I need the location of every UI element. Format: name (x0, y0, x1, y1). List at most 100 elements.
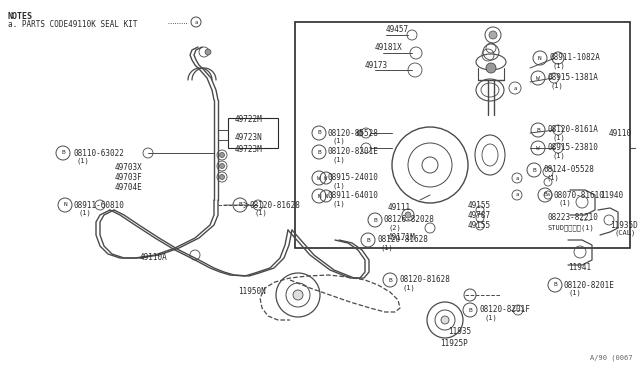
Text: 08223-82210: 08223-82210 (548, 214, 599, 222)
Circle shape (205, 49, 211, 55)
Text: W: W (324, 176, 328, 180)
Text: 11935D: 11935D (610, 221, 637, 230)
Text: (2): (2) (388, 225, 401, 231)
Text: 49704E: 49704E (115, 183, 143, 192)
Text: (1): (1) (568, 290, 580, 296)
Text: B: B (536, 128, 540, 132)
Text: 11925P: 11925P (440, 339, 468, 347)
Text: 49703F: 49703F (115, 173, 143, 183)
Text: 08120-8201F: 08120-8201F (480, 305, 531, 314)
Text: 49173: 49173 (365, 61, 388, 71)
Text: 11940: 11940 (600, 190, 623, 199)
Text: N: N (317, 193, 321, 199)
Text: (1): (1) (553, 63, 566, 69)
Text: 08911-64010: 08911-64010 (328, 192, 379, 201)
Text: 08915-1381A: 08915-1381A (547, 74, 598, 83)
Text: W: W (536, 76, 540, 80)
Circle shape (220, 174, 225, 180)
Text: (1): (1) (332, 201, 345, 207)
Text: W: W (317, 176, 321, 180)
Text: 11935: 11935 (448, 327, 471, 337)
Text: N: N (538, 55, 542, 61)
Bar (295, 22, 630, 248)
Text: (1): (1) (254, 210, 267, 216)
Text: B: B (388, 278, 392, 282)
Text: 11950N: 11950N (238, 288, 266, 296)
Text: B: B (543, 192, 547, 198)
Text: (CAL): (CAL) (614, 230, 636, 236)
Text: 49703X: 49703X (115, 164, 143, 173)
Text: 08120-81628: 08120-81628 (399, 276, 450, 285)
Text: a: a (513, 86, 516, 90)
Text: W: W (536, 145, 540, 151)
Circle shape (486, 63, 496, 73)
Text: 49722M: 49722M (235, 115, 263, 125)
Text: 08120-81628: 08120-81628 (377, 235, 428, 244)
Text: (1): (1) (484, 315, 497, 321)
Text: NOTES: NOTES (8, 12, 33, 21)
Text: (1): (1) (78, 210, 91, 216)
Text: 08070-81610: 08070-81610 (554, 190, 605, 199)
Text: B: B (317, 131, 321, 135)
Text: 49110: 49110 (609, 128, 632, 138)
Text: 08126-82028: 08126-82028 (384, 215, 435, 224)
Text: 08915-23810: 08915-23810 (547, 144, 598, 153)
Text: B: B (468, 308, 472, 312)
Bar (228, 118, 278, 148)
Text: a: a (515, 176, 518, 180)
Text: N: N (63, 202, 67, 208)
Circle shape (405, 212, 411, 218)
Text: 49155: 49155 (468, 221, 491, 230)
Text: B: B (532, 167, 536, 173)
Text: B: B (238, 202, 242, 208)
Text: (1): (1) (547, 175, 560, 181)
Text: (1): (1) (77, 158, 90, 164)
Text: A/90 (0067: A/90 (0067 (589, 355, 632, 361)
Text: 49723N: 49723N (235, 134, 263, 142)
Circle shape (220, 153, 225, 157)
Circle shape (220, 164, 225, 169)
Text: a: a (515, 192, 518, 198)
Text: 49111: 49111 (388, 202, 411, 212)
Text: 08911-1082A: 08911-1082A (549, 54, 600, 62)
Text: (1): (1) (551, 83, 564, 89)
Text: B: B (553, 282, 557, 288)
Circle shape (293, 290, 303, 300)
Text: (1): (1) (558, 200, 571, 206)
Text: 08915-24010: 08915-24010 (328, 173, 379, 183)
Text: 08120-8201E: 08120-8201E (564, 280, 615, 289)
Text: (1): (1) (332, 157, 345, 163)
Text: 08911-60810: 08911-60810 (74, 201, 125, 209)
Circle shape (441, 316, 449, 324)
Text: 49155: 49155 (468, 201, 491, 209)
Text: N: N (324, 193, 328, 199)
Text: (1): (1) (381, 245, 394, 251)
Circle shape (357, 130, 363, 136)
Text: 49110A: 49110A (140, 253, 168, 263)
Circle shape (489, 31, 497, 39)
Text: 49787: 49787 (468, 211, 491, 219)
Text: STUDスタッド(1): STUDスタッド(1) (548, 225, 595, 231)
Text: (1): (1) (553, 153, 566, 159)
Text: (1): (1) (403, 285, 416, 291)
Text: 49723M: 49723M (235, 145, 263, 154)
Text: 08110-63022: 08110-63022 (73, 148, 124, 157)
Text: 08120-85528: 08120-85528 (328, 128, 379, 138)
Text: (1): (1) (332, 183, 345, 189)
Text: 49457: 49457 (386, 26, 409, 35)
Text: 49181X: 49181X (375, 44, 403, 52)
Text: 11941: 11941 (568, 263, 591, 273)
Text: 08124-05528: 08124-05528 (543, 166, 594, 174)
Text: B: B (317, 150, 321, 154)
Text: B: B (61, 151, 65, 155)
Text: 49171M: 49171M (388, 232, 416, 241)
Text: a. PARTS CODE49110K SEAL KIT: a. PARTS CODE49110K SEAL KIT (8, 20, 138, 29)
Text: (1): (1) (332, 138, 345, 144)
Text: a: a (547, 192, 549, 198)
Text: 08120-8161A: 08120-8161A (547, 125, 598, 135)
Text: B: B (373, 218, 377, 222)
Text: 08120-81628: 08120-81628 (250, 201, 301, 209)
Text: B: B (366, 237, 370, 243)
Text: 08120-8201E: 08120-8201E (328, 148, 379, 157)
Text: a: a (195, 19, 198, 25)
